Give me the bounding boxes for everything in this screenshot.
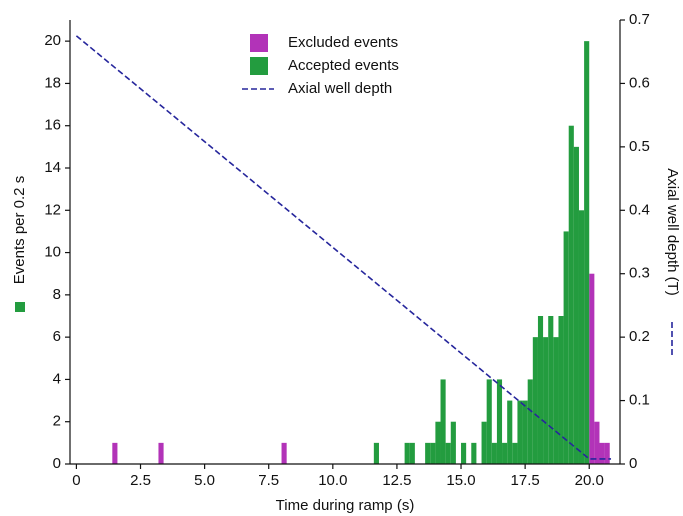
y-tick-label: 20 — [44, 32, 61, 49]
x-tick-label: 2.5 — [130, 472, 151, 489]
bar — [604, 442, 610, 464]
bar — [558, 316, 564, 464]
y-tick-label: 4 — [53, 370, 61, 387]
y2-axis-label: Axial well depth (T) — [664, 168, 681, 296]
bar — [594, 421, 600, 464]
bar — [430, 442, 436, 464]
y-tick-label: 12 — [44, 201, 61, 218]
y2-tick-label: 0.6 — [629, 74, 650, 91]
y-tick-label: 14 — [44, 159, 61, 176]
y2-tick-label: 0.3 — [629, 265, 650, 282]
bar — [573, 146, 579, 464]
legend-swatch — [250, 57, 268, 75]
legend-label: Axial well depth — [288, 80, 392, 97]
bar — [486, 379, 492, 464]
bar — [425, 442, 431, 464]
y2-tick-label: 0.7 — [629, 11, 650, 28]
y2-tick-label: 0.2 — [629, 328, 650, 345]
bar — [568, 125, 574, 464]
bar — [450, 421, 456, 464]
y-tick-label: 6 — [53, 328, 61, 345]
x-tick-label: 10.0 — [318, 472, 347, 489]
bar — [481, 421, 487, 464]
y-axis-label: Events per 0.2 s — [11, 176, 28, 284]
x-tick-label: 5.0 — [194, 472, 215, 489]
line — [75, 35, 612, 460]
x-tick-label: 12.5 — [382, 472, 411, 489]
y2-tick-label: 0.1 — [629, 392, 650, 409]
legend-swatch — [250, 34, 268, 52]
bar — [553, 337, 559, 464]
bar — [445, 442, 451, 464]
x-tick-label: 17.5 — [511, 472, 540, 489]
bar — [440, 379, 446, 464]
bar — [548, 316, 554, 464]
y-tick-label: 18 — [44, 74, 61, 91]
x-axis-label: Time during ramp (s) — [276, 497, 415, 514]
bar — [537, 316, 544, 464]
bar — [471, 442, 477, 464]
bar — [517, 400, 523, 464]
bar — [522, 400, 528, 464]
bar — [507, 400, 513, 464]
bar — [532, 337, 538, 464]
legend-label: Excluded events — [288, 34, 398, 51]
bar — [158, 442, 164, 464]
bar — [461, 442, 467, 464]
bar — [527, 379, 533, 464]
bar — [112, 442, 118, 464]
x-tick-label: 0 — [72, 472, 80, 489]
bar — [435, 421, 441, 464]
bar — [496, 379, 503, 464]
bar — [512, 442, 518, 464]
y2-tick-label: 0 — [629, 455, 637, 472]
bar — [404, 442, 410, 464]
bar — [409, 442, 415, 464]
y2-tick-label: 0.4 — [629, 201, 650, 218]
bar — [491, 442, 497, 464]
y-label-marker — [15, 302, 25, 312]
y-tick-label: 10 — [44, 244, 61, 261]
bar — [584, 41, 590, 465]
y-tick-label: 16 — [44, 117, 61, 134]
y-tick-label: 2 — [53, 413, 61, 430]
bar — [578, 210, 585, 464]
bar — [502, 442, 508, 464]
bar — [373, 442, 379, 464]
bar — [589, 273, 595, 464]
x-tick-label: 7.5 — [258, 472, 279, 489]
bar — [599, 442, 605, 464]
x-tick-label: 20.0 — [575, 472, 604, 489]
x-tick-label: 15.0 — [446, 472, 475, 489]
bar — [281, 442, 287, 464]
y-tick-label: 8 — [53, 286, 61, 303]
y-tick-label: 0 — [53, 455, 61, 472]
y2-tick-label: 0.5 — [629, 138, 650, 155]
bar — [543, 337, 549, 464]
bar — [563, 231, 569, 464]
legend-label: Accepted events — [288, 57, 399, 74]
